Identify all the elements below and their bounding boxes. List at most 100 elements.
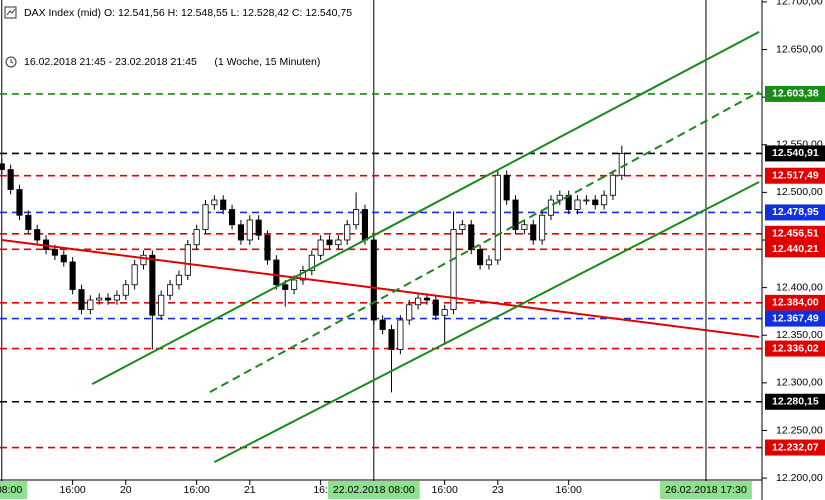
x-tick-label: 21: [244, 484, 256, 496]
icon: [4, 6, 17, 19]
candle-body: [211, 199, 218, 206]
candle-body: [16, 189, 23, 216]
level-label: 12.440,21: [772, 243, 819, 255]
candle-body: [344, 224, 351, 241]
candle-body: [574, 199, 581, 210]
candle-body: [229, 209, 236, 226]
candle-body: [7, 169, 14, 190]
level-label: 12.603,38: [772, 88, 819, 100]
level-box: [765, 241, 825, 258]
candle-body: [406, 304, 413, 321]
x-tick-label: 20: [120, 484, 132, 496]
candle-body: [468, 224, 475, 250]
y-tick-label: 12.700,00: [776, 0, 823, 8]
trend-line: [1, 239, 760, 339]
candle-body: [246, 219, 253, 241]
candle-body: [601, 194, 608, 206]
candle-body: [131, 264, 138, 286]
level-label: 12.517,49: [772, 170, 819, 182]
candle-body: [264, 234, 271, 261]
candle-body: [494, 174, 501, 261]
x-tick-label: 22.02.2018 08:00: [333, 484, 415, 496]
candle-body: [618, 152, 625, 176]
candle-body: [485, 259, 493, 266]
candle-body: [0, 163, 5, 170]
candle-body: [69, 261, 76, 290]
candle-body: [60, 254, 67, 263]
candle-body: [459, 224, 466, 230]
level-box: [765, 294, 825, 311]
candle-body: [105, 297, 112, 301]
level-box: [765, 340, 825, 357]
candle-body: [503, 174, 510, 201]
candle-body: [25, 214, 32, 230]
level-label: 12.384,00: [772, 297, 819, 309]
candle-body: [255, 219, 262, 236]
level-box: [765, 225, 825, 242]
candle-body: [415, 297, 422, 306]
x-tick-label: 23: [492, 484, 504, 496]
header-icon: [4, 6, 17, 68]
x-label-box: [0, 481, 28, 499]
candle-body: [220, 199, 227, 210]
candle-body: [175, 274, 182, 286]
trend-line: [209, 91, 760, 393]
x-tick-label: 26.02.2018 17:30: [665, 484, 747, 496]
candle-body: [609, 174, 617, 196]
candle-body: [140, 254, 147, 266]
plot-area: [0, 0, 762, 480]
candle-body: [556, 194, 563, 201]
candle-body: [353, 209, 360, 226]
trend-line: [213, 181, 760, 463]
candle-body: [308, 254, 315, 271]
level-box: [765, 167, 825, 184]
y-tick-label: 12.650,00: [776, 43, 823, 55]
icon: [5, 56, 17, 68]
candle-body: [397, 319, 404, 350]
candle-body: [149, 254, 156, 316]
y-tick-label: 12.400,00: [776, 281, 823, 293]
level-label: 12.367,49: [772, 312, 819, 324]
candle-body: [237, 224, 244, 241]
candle-body: [547, 199, 555, 216]
x-label-box: [660, 481, 752, 499]
level-box: [765, 85, 825, 102]
candle-body: [441, 309, 448, 316]
x-tick-label: 16:00: [59, 484, 85, 496]
candle-body: [202, 204, 209, 230]
candle-body: [167, 284, 174, 296]
level-label: 12.336,02: [772, 342, 819, 354]
candle-body: [51, 249, 58, 256]
trend-line: [91, 31, 760, 385]
candle-body: [317, 239, 324, 256]
x-tick-label: 18 08:00: [0, 484, 22, 496]
candle-body: [122, 284, 129, 296]
candle-body: [521, 224, 528, 230]
y-tick-label: 12.250,00: [776, 424, 823, 436]
y-tick-label: 12.200,00: [776, 472, 823, 484]
level-box: [765, 439, 825, 456]
y-tick-label: 12.300,00: [776, 377, 823, 389]
y-tick-label: 12.500,00: [776, 186, 823, 198]
candle-body: [388, 329, 395, 350]
candle-body: [530, 224, 537, 241]
candle-body: [158, 294, 165, 316]
x-tick-label: 16:: [313, 484, 328, 496]
candle-body: [361, 209, 368, 241]
candle-body: [592, 199, 599, 206]
candle-body: [193, 229, 200, 246]
candle-body: [326, 239, 333, 246]
level-box: [765, 393, 825, 410]
candle-body: [477, 249, 484, 266]
y-tick-label: 12.350,00: [776, 329, 823, 341]
level-label: 12.478,95: [772, 206, 819, 218]
candle-body: [432, 299, 439, 316]
level-box: [765, 310, 825, 327]
candle-body: [113, 294, 120, 301]
candle-body: [282, 284, 289, 290]
candle-body: [370, 239, 377, 321]
candle-body: [184, 244, 191, 276]
candle-body: [583, 199, 590, 202]
header: DAX Index (mid) O: 12.541,56 H: 12.548,5…: [24, 7, 352, 19]
